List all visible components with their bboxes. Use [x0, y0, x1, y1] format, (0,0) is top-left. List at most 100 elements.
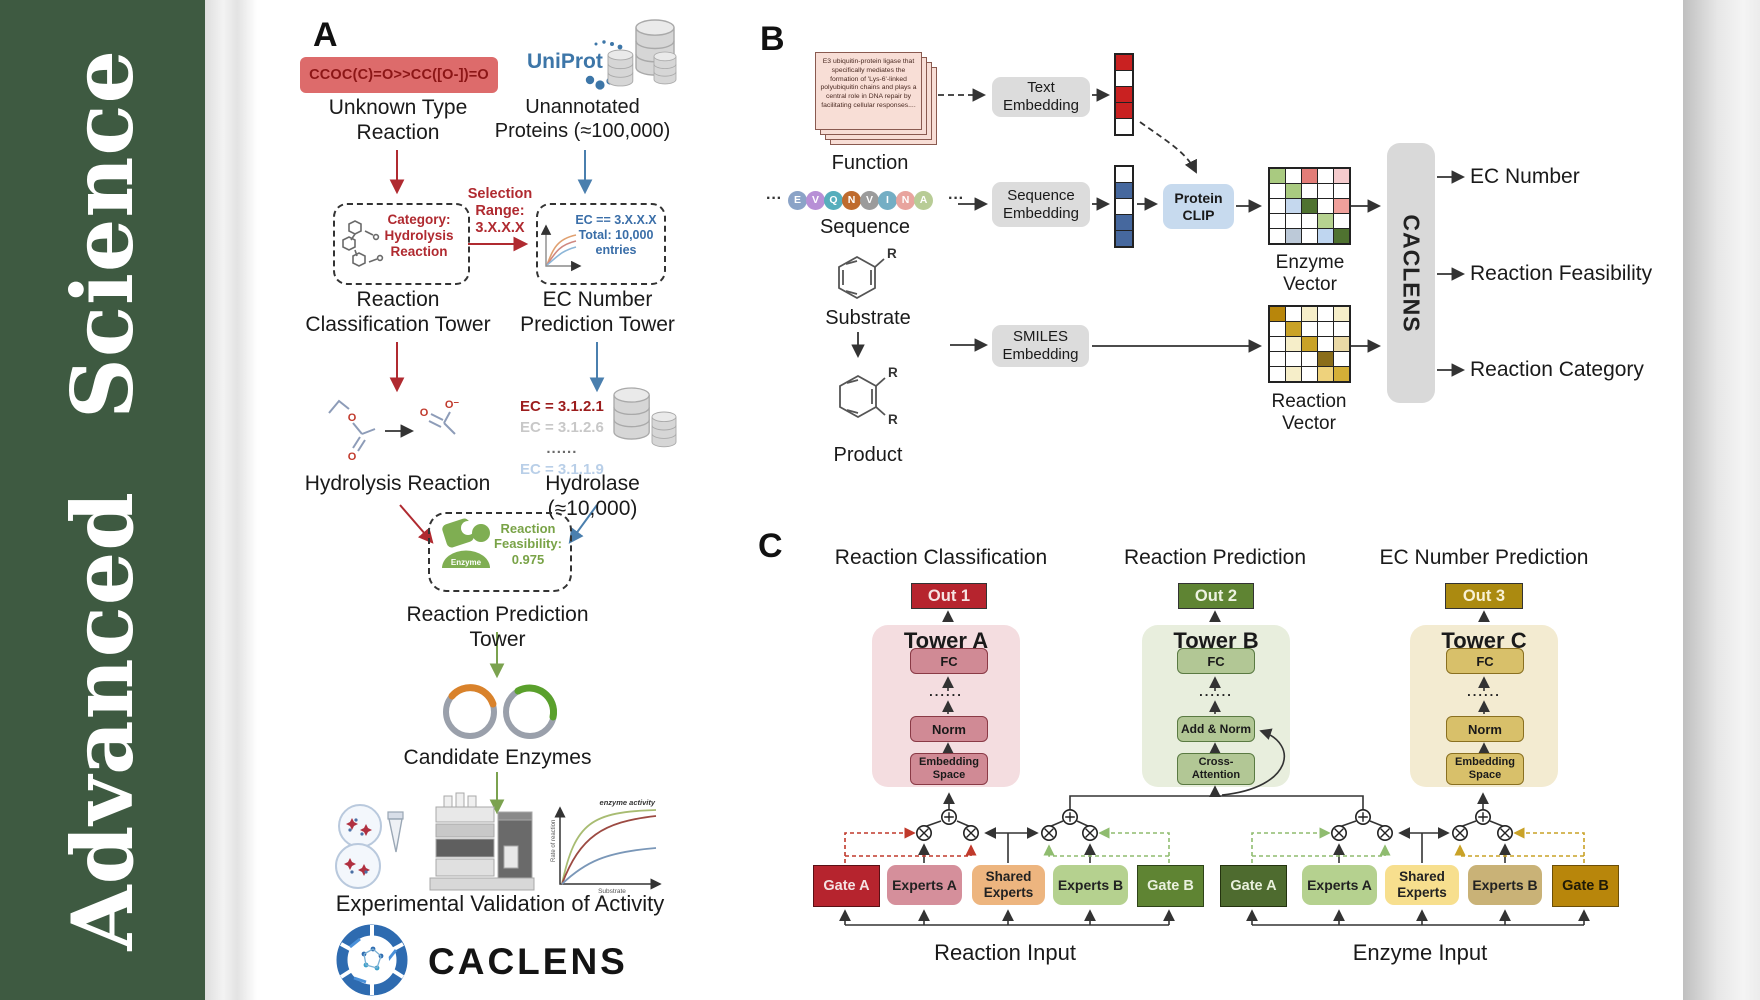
vector-cell [1318, 229, 1333, 243]
unknown-type-reaction-label: Unknown Type Reaction [328, 96, 468, 144]
plasmid-icons [443, 684, 557, 739]
tower-c-embedding-space: Embedding Space [1446, 753, 1524, 785]
o-atom-label: O [348, 412, 357, 424]
vector-cell [1116, 87, 1132, 102]
vector-cell [1318, 322, 1333, 336]
vector-cell [1116, 119, 1132, 134]
residue-circle: A [914, 190, 933, 210]
caclens-model-block: CACLENS [1387, 143, 1435, 403]
vector-cell [1318, 337, 1333, 351]
vector-cell [1116, 103, 1132, 118]
reaction-prediction-tower-label: Reaction Prediction Tower [406, 603, 589, 651]
output-reaction-category: Reaction Category [1470, 358, 1644, 381]
vector-cell [1270, 322, 1285, 336]
vector-cell [1286, 322, 1301, 336]
category-hydrolysis-label: Category: Hydrolysis Reaction [384, 212, 454, 259]
reaction-input-label: Reaction Input [934, 940, 1076, 965]
tower-c-fc: FC [1446, 648, 1524, 674]
ec-item: EC = 3.1.1.9 [520, 461, 604, 478]
protein-clip-box: Protein CLIP [1163, 184, 1234, 229]
ec-item: EC = 3.1.2.6 [520, 419, 604, 436]
vector-cell [1302, 229, 1317, 243]
benzene-r-labels: R R R [887, 246, 898, 427]
r-label: R [888, 365, 898, 380]
sequence-ellipsis-right: ··· [948, 190, 964, 207]
reaction-experts-b: Experts B [1053, 865, 1128, 905]
vector-cell [1286, 199, 1301, 213]
reaction-prediction-box [428, 512, 572, 592]
reaction-vector-grid [1268, 305, 1351, 383]
output-ec-number: EC Number [1470, 165, 1580, 188]
experimental-validation-label: Experimental Validation of Activity [335, 891, 665, 916]
vector-cell [1270, 352, 1285, 366]
page-edge-right [1683, 0, 1760, 1000]
vector-cell [1116, 199, 1132, 214]
panel-c-label: C [758, 527, 783, 565]
vector-cell [1270, 184, 1285, 198]
vector-cell [1318, 199, 1333, 213]
vector-cell [1318, 169, 1333, 183]
vector-cell [1116, 55, 1132, 70]
heading-ec-number-prediction: EC Number Prediction [1379, 546, 1589, 569]
vector-cell [1270, 229, 1285, 243]
reaction-scheme [328, 399, 456, 452]
vector-cell [1302, 169, 1317, 183]
caclens-wordmark: CACLENS [428, 941, 628, 982]
tower-b-fc: FC [1177, 648, 1255, 674]
tower-a-norm: Norm [910, 716, 988, 742]
vector-cell [1334, 214, 1349, 228]
reaction-gate-b: Gate B [1137, 865, 1204, 907]
vector-cell [1302, 322, 1317, 336]
benzene-substrate [838, 255, 885, 300]
tower-a-dots: ...... [929, 684, 963, 699]
selection-range-label: Selection Range: 3.X.X.X [467, 186, 533, 237]
journal-sidebar: Advanced Science [0, 0, 205, 1000]
function-card-stack: E3 ubiquitin-protein ligase that specifi… [815, 52, 937, 145]
out1-box: Out 1 [911, 583, 987, 609]
ec-number-list: EC = 3.1.2.1 EC = 3.1.2.6 ...... EC = 3.… [520, 396, 604, 480]
vector-cell [1116, 167, 1132, 182]
residue-circle: N [842, 190, 861, 210]
tower-c-norm: Norm [1446, 716, 1524, 742]
r-label: R [887, 246, 897, 261]
ec-range-label: EC == 3.X.X.X Total: 10,000 entries [575, 213, 657, 257]
gate-junctions [915, 808, 1513, 842]
vector-cell [1286, 307, 1301, 321]
reaction-vector-label: Reaction Vector [1271, 391, 1347, 435]
panel-b-label: B [760, 20, 785, 58]
vector-cell [1270, 169, 1285, 183]
panel-b-arrows [851, 88, 1466, 377]
output-reaction-feasibility: Reaction Feasibility [1470, 262, 1653, 285]
substrate-label: Substrate [825, 307, 911, 329]
smiles-reaction-box: CCOC(C)=O>>CC([O-])=O [300, 57, 498, 93]
residue-circle: Q [824, 190, 843, 210]
tower-a-embedding-space: Embedding Space [910, 753, 988, 785]
uniprot-wordmark: UniProt [527, 50, 603, 73]
out3-box: Out 3 [1445, 583, 1523, 609]
reaction-shared-experts: Shared Experts [972, 865, 1045, 905]
hydrolysis-reaction-label: Hydrolysis Reaction [304, 472, 491, 495]
r-label: R [888, 412, 898, 427]
tower-b-dots: ...... [1199, 684, 1233, 699]
smiles-string: CCOC(C)=O>>CC([O-])=O [309, 67, 489, 83]
reaction-classification-tower-label: Reaction Classification Tower [305, 288, 491, 336]
vector-cell [1286, 214, 1301, 228]
vector-cell [1286, 367, 1301, 381]
tower-c-dots: ...... [1467, 684, 1501, 699]
heading-reaction-classification: Reaction Classification [834, 546, 1048, 569]
vector-cell [1334, 367, 1349, 381]
vector-cell [1334, 322, 1349, 336]
tower-a-fc: FC [910, 648, 988, 674]
sequence-label: Sequence [819, 216, 911, 238]
sequence-vector [1114, 165, 1134, 248]
residue-circle: V [860, 190, 879, 210]
candidate-enzymes-label: Candidate Enzymes [403, 746, 592, 769]
ec-prediction-box [536, 203, 666, 285]
residue-circle: V [806, 190, 825, 210]
vector-cell [1334, 229, 1349, 243]
reaction-feasibility-label: Reaction Feasibility: 0.975 [494, 521, 562, 567]
hplc-instrument-icon [429, 792, 535, 891]
vector-cell [1286, 352, 1301, 366]
sequence-ellipsis-left: ··· [766, 190, 782, 207]
reaction-gate-a: Gate A [813, 865, 880, 907]
